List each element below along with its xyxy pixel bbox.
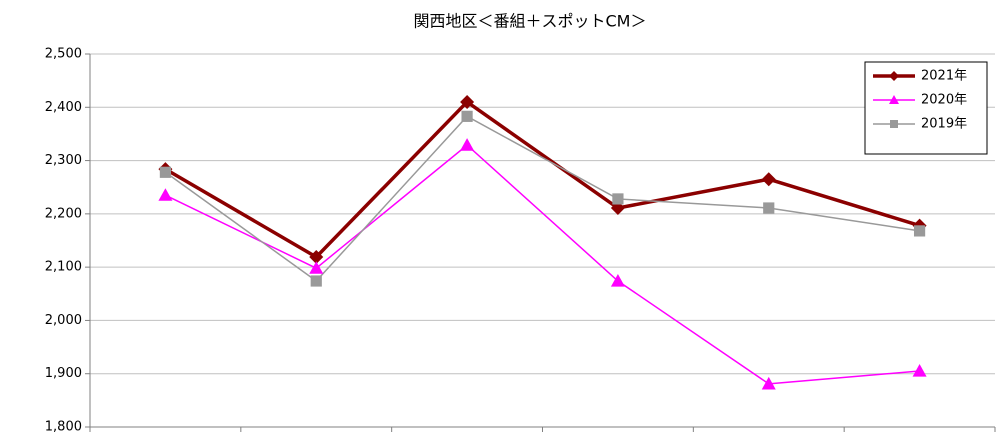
y-tick-label: 1,900	[45, 366, 82, 381]
legend-label: 2020年	[921, 93, 967, 108]
series-line	[164, 115, 920, 282]
y-tick-label: 2,500	[45, 47, 82, 62]
point	[159, 166, 172, 178]
point	[612, 193, 624, 205]
chart-title: 関西地区＜番組＋スポットCM＞	[414, 12, 647, 31]
point	[460, 94, 475, 109]
point	[461, 110, 473, 122]
legend-marker	[889, 95, 899, 104]
y-tick-label: 2,000	[45, 313, 82, 328]
point	[763, 202, 775, 214]
y-tick-label: 2,300	[45, 153, 82, 168]
legend-marker	[890, 120, 898, 128]
point	[761, 172, 776, 187]
point	[309, 250, 324, 265]
legend-marker	[889, 71, 899, 81]
series-line	[165, 144, 920, 385]
legend-box	[864, 61, 988, 155]
legend-label: 2019年	[921, 117, 967, 132]
legend-label: 2021年	[921, 69, 967, 84]
point	[460, 138, 475, 151]
y-tick-label: 2,100	[45, 260, 82, 275]
point	[158, 188, 173, 201]
y-tick-label: 2,400	[45, 100, 82, 115]
point	[610, 273, 625, 287]
y-tick-label: 2,200	[45, 206, 82, 221]
point	[912, 364, 927, 377]
point	[310, 275, 322, 287]
point	[913, 225, 926, 237]
point	[761, 376, 776, 390]
y-tick-label: 1,800	[45, 420, 82, 435]
point	[309, 261, 324, 274]
series-line	[164, 99, 921, 260]
